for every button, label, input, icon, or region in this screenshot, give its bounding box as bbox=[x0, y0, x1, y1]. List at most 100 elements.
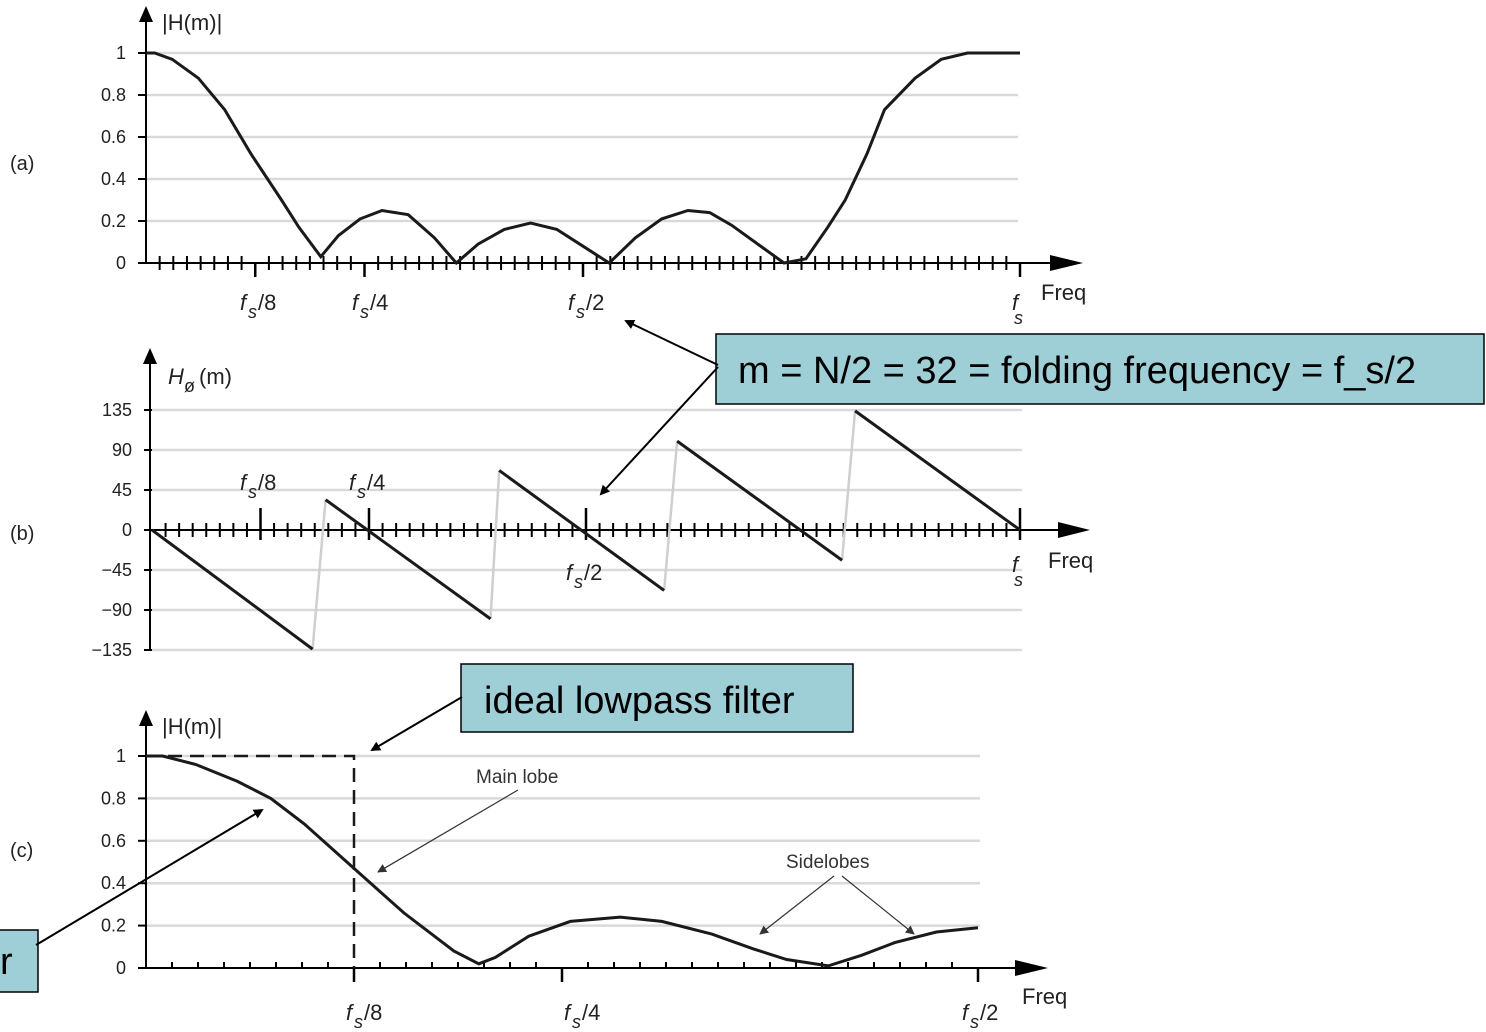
panel-a-tick-fs4: f s /4 bbox=[352, 290, 388, 322]
svg-text:f: f bbox=[568, 290, 577, 315]
svg-text:/8: /8 bbox=[364, 1000, 382, 1025]
panel-a-tick-fs: f s bbox=[1012, 290, 1023, 328]
panel-c-tick-fs2: f s /2 bbox=[962, 1000, 998, 1032]
panel-a-y-arrow bbox=[139, 6, 153, 22]
ideal-callout-box bbox=[460, 663, 854, 733]
svg-text:s: s bbox=[354, 1012, 363, 1032]
svg-text:/4: /4 bbox=[367, 470, 385, 495]
phase-segment bbox=[151, 528, 314, 651]
panel-a-y-label: |H(m)| bbox=[162, 10, 222, 35]
svg-text:s: s bbox=[357, 482, 366, 502]
folding-frequency-callout: m = N/2 = 32 = folding frequency = f_s/2 bbox=[599, 319, 1485, 496]
panel-label-a: (a) bbox=[10, 153, 34, 175]
panel-label-b: (b) bbox=[10, 523, 34, 545]
panel-b-y-arrow bbox=[143, 348, 157, 364]
panel-a-minor-ticks bbox=[158, 256, 1022, 277]
y-tick-label: 0.4 bbox=[101, 873, 126, 893]
svg-text:H: H bbox=[168, 364, 184, 389]
panel-c-y-label: |H(m)| bbox=[162, 714, 222, 739]
y-tick-label: 0.4 bbox=[101, 169, 126, 189]
partial-callout-text: r bbox=[0, 941, 13, 983]
svg-text:/8: /8 bbox=[258, 290, 276, 315]
svg-text:s: s bbox=[248, 302, 257, 322]
panel-c-y-ticks: 0 0.2 0.4 0.6 0.8 1 bbox=[101, 746, 146, 978]
folding-arrow-to-a bbox=[624, 319, 719, 366]
panel-c-minor-ticks bbox=[171, 962, 980, 982]
svg-text:s: s bbox=[360, 302, 369, 322]
y-tick-label: 0.8 bbox=[101, 788, 126, 808]
panel-a-tick-fs2: f s /2 bbox=[568, 290, 604, 322]
panel-b: 135 90 45 0 −45 −90 −135 H ø (m) Freq f s /8 f… bbox=[91, 348, 1093, 660]
ideal-callout-text: ideal lowpass filter bbox=[484, 680, 795, 722]
svg-text:s: s bbox=[1014, 570, 1023, 590]
y-tick-label: 45 bbox=[112, 480, 132, 500]
folding-arrow-to-b bbox=[599, 366, 719, 496]
phase-wrap-line bbox=[489, 470, 501, 619]
panel-b-tick-fs: f s bbox=[1012, 552, 1023, 590]
phase-segment bbox=[854, 409, 1021, 532]
svg-text:f: f bbox=[240, 470, 249, 495]
y-tick-label: 0.2 bbox=[101, 211, 126, 231]
sidelobes-annotation: Sidelobes bbox=[786, 852, 869, 873]
svg-text:f: f bbox=[1012, 290, 1021, 315]
main-lobe-annotation: Main lobe bbox=[476, 767, 558, 788]
svg-text:s: s bbox=[1014, 308, 1023, 328]
panel-a-grid bbox=[146, 51, 1018, 223]
panel-b-grid bbox=[152, 408, 1022, 652]
y-tick-label: 1 bbox=[116, 746, 126, 766]
panel-a-x-label: Freq bbox=[1041, 280, 1086, 305]
panel-b-tick-fs4: f s /4 bbox=[349, 470, 385, 502]
svg-text:/8: /8 bbox=[258, 470, 276, 495]
y-tick-label: 1 bbox=[116, 43, 126, 63]
y-tick-label: 0.6 bbox=[101, 127, 126, 147]
panel-c-x-arrow bbox=[1015, 960, 1048, 976]
y-tick-label: 0 bbox=[116, 253, 126, 273]
svg-text:(m): (m) bbox=[199, 364, 232, 389]
folding-callout-text: m = N/2 = 32 = folding frequency = f_s/2 bbox=[738, 350, 1416, 392]
y-tick-label: 135 bbox=[102, 400, 132, 420]
panel-c-ideal-filter bbox=[146, 754, 356, 968]
panel-a-magnitude-curve bbox=[146, 51, 1020, 266]
panel-b-x-label: Freq bbox=[1048, 548, 1093, 573]
phase-wrap-line bbox=[311, 499, 327, 650]
phase-wrap-line bbox=[840, 410, 857, 561]
svg-text:s: s bbox=[574, 572, 583, 592]
panel-c-y-arrow bbox=[139, 710, 153, 726]
svg-text:f: f bbox=[564, 1000, 573, 1025]
panel-b-y-label: H ø (m) bbox=[168, 364, 232, 396]
panel-a-x-arrow bbox=[1050, 255, 1083, 271]
partial-callout: r bbox=[0, 808, 264, 993]
sidelobes-arrow-1 bbox=[759, 875, 835, 935]
svg-text:f: f bbox=[346, 1000, 355, 1025]
panel-c-tick-fs8: f s /8 bbox=[346, 1000, 382, 1032]
panel-b-y-ticks: 135 90 45 0 −45 −90 −135 bbox=[91, 400, 152, 660]
ideal-arrow bbox=[370, 696, 463, 752]
partial-arrow bbox=[35, 808, 264, 946]
panel-c-magnitude-curve bbox=[146, 754, 979, 968]
sidelobes-arrow-2 bbox=[841, 875, 915, 935]
svg-text:s: s bbox=[576, 302, 585, 322]
svg-text:/4: /4 bbox=[370, 290, 388, 315]
main-lobe-arrow bbox=[377, 789, 519, 873]
svg-text:s: s bbox=[572, 1012, 581, 1032]
svg-text:f: f bbox=[349, 470, 358, 495]
phase-segment bbox=[498, 469, 666, 592]
panel-a-tick-fs8: f s /8 bbox=[240, 290, 276, 322]
svg-text:f: f bbox=[240, 290, 249, 315]
panel-c-x-label: Freq bbox=[1022, 984, 1067, 1009]
y-tick-label: 0.8 bbox=[101, 85, 126, 105]
y-tick-label: 0 bbox=[122, 520, 132, 540]
svg-text:/2: /2 bbox=[980, 1000, 998, 1025]
y-tick-label: 90 bbox=[112, 440, 132, 460]
y-tick-label: −45 bbox=[101, 560, 132, 580]
phase-segment bbox=[676, 439, 843, 562]
panel-c-tick-fs4: f s /4 bbox=[564, 1000, 600, 1032]
folding-callout-box bbox=[715, 333, 1485, 405]
panel-c: 0 0.2 0.4 0.6 0.8 1 |H(m)| Freq f s /8 f s /4… bbox=[101, 710, 1067, 1032]
phase-wrap-line bbox=[662, 441, 679, 591]
panel-b-minor-ticks bbox=[164, 508, 1022, 540]
svg-text:/2: /2 bbox=[584, 560, 602, 585]
phase-segment bbox=[324, 498, 492, 621]
panel-c-grid bbox=[146, 754, 980, 927]
